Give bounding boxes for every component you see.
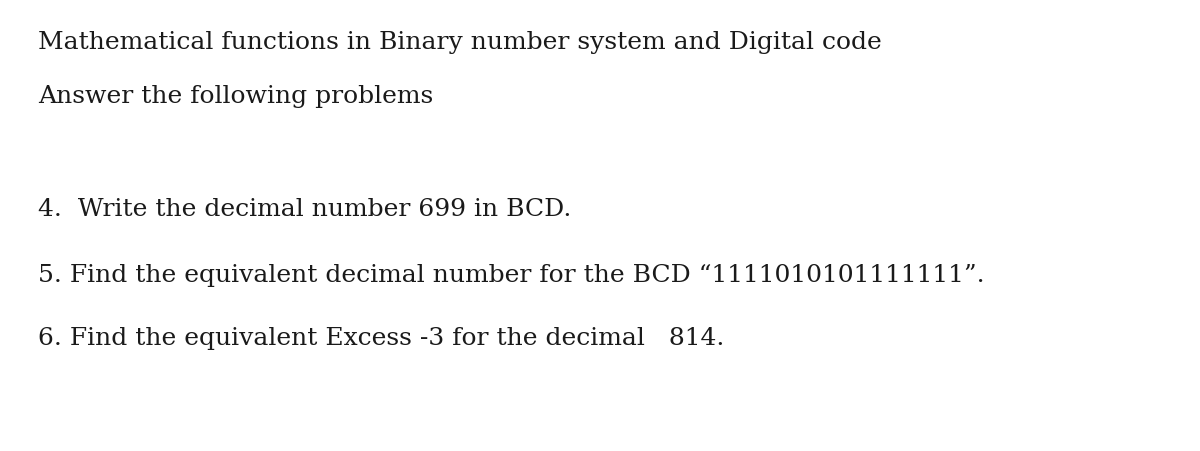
Text: 4.  Write the decimal number 699 in BCD.: 4. Write the decimal number 699 in BCD. [38,198,571,221]
Text: 5. Find the equivalent decimal number for the BCD “1111010101111111”.: 5. Find the equivalent decimal number fo… [38,263,985,286]
Text: Mathematical functions in Binary number system and Digital code: Mathematical functions in Binary number … [38,31,882,54]
Text: Answer the following problems: Answer the following problems [38,86,433,109]
Text: 6. Find the equivalent Excess -3 for the decimal   814.: 6. Find the equivalent Excess -3 for the… [38,327,725,350]
